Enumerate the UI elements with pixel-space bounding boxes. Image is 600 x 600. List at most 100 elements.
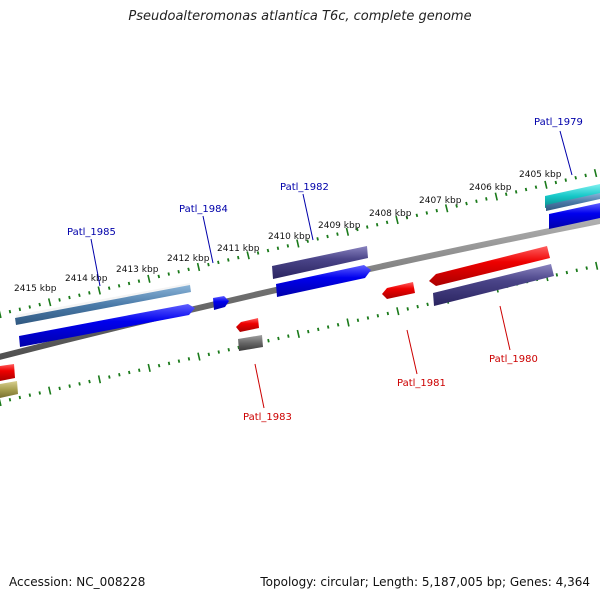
leader-line [90,238,101,287]
leader-line [202,215,214,264]
minor-tick [177,270,180,274]
gene-feature[interactable] [15,285,191,325]
minor-tick [465,201,468,206]
major-tick [246,251,250,260]
minor-tick [88,291,91,295]
minor-tick [217,260,220,265]
minor-tick [68,295,71,300]
gene-label-patl-1981[interactable]: Patl_1981 [397,378,446,389]
major-tick [97,375,102,384]
minor-tick [435,208,438,213]
tick-label: 2412 kbp [167,254,210,264]
leader-line [499,305,511,351]
minor-tick [137,279,141,283]
major-tick [346,318,350,327]
minor-tick [167,272,170,276]
minor-tick [455,204,458,208]
leader-line [302,193,314,241]
minor-tick [534,185,538,189]
minor-tick [306,239,309,243]
minor-tick [555,273,559,277]
gene-feature[interactable] [382,282,415,299]
upper-tick-ring [0,169,598,319]
leader-line [406,329,418,375]
minor-tick [356,318,360,322]
leader-line [254,363,265,409]
minor-tick [38,302,41,307]
gene-label-patl-1982[interactable]: Patl_1982 [280,182,329,193]
major-tick [0,398,2,407]
major-tick [345,227,350,236]
minor-tick [317,327,320,332]
gene-feature[interactable] [213,296,229,310]
minor-tick [267,338,270,343]
gene-feature[interactable] [238,335,263,351]
gene-feature[interactable] [549,203,600,229]
minor-tick [514,190,518,194]
gene-feature[interactable] [236,318,259,332]
minor-tick [237,255,240,260]
gene-feature[interactable] [0,364,15,381]
tick-label: 2410 kbp [268,232,311,242]
minor-tick [58,298,61,302]
minor-tick [405,215,409,220]
gene-feature[interactable] [545,184,600,208]
major-tick [48,386,52,395]
gene-feature[interactable] [19,304,195,347]
minor-tick [366,225,369,229]
tick-label: 2405 kbp [519,170,562,180]
minor-tick [574,175,577,180]
minor-tick [207,352,211,357]
minor-tick [416,304,419,309]
minor-tick [554,180,558,185]
minor-tick [18,307,22,312]
gene-feature[interactable] [0,381,18,398]
major-tick [444,204,449,213]
minor-tick [157,274,161,279]
tick-label: 2406 kbp [469,183,512,193]
minor-tick [217,350,220,354]
gene-label-patl-1984[interactable]: Patl_1984 [179,204,228,215]
gene-label-patl-1980[interactable]: Patl_1980 [489,354,538,365]
tick-label: 2411 kbp [217,244,260,254]
minor-tick [475,199,478,203]
major-tick [147,274,151,283]
tick-label: 2409 kbp [318,221,361,231]
minor-tick [8,398,12,402]
minor-tick [108,375,111,379]
major-tick [544,180,548,189]
minor-tick [366,316,370,320]
minor-tick [336,322,340,327]
minor-tick [336,232,339,236]
minor-tick [118,373,121,377]
major-tick [296,239,300,248]
minor-tick [128,370,131,375]
gene-feature[interactable] [429,246,550,286]
gene-label-leaders [90,130,573,409]
major-tick [595,261,599,270]
gene-feature[interactable] [433,264,554,306]
major-tick [0,310,2,319]
gene-feature[interactable] [276,265,371,297]
minor-tick [375,223,379,227]
minor-tick [117,284,121,288]
minor-tick [326,234,329,239]
gene-feature[interactable] [546,193,600,211]
gene-feature[interactable] [272,246,368,279]
minor-tick [524,187,528,192]
gene-label-patl-1979[interactable]: Patl_1979 [534,117,583,128]
gene-label-patl-1985[interactable]: Patl_1985 [67,227,116,238]
gene-label-patl-1983[interactable]: Patl_1983 [243,412,292,423]
leader-line [559,130,573,176]
minor-tick [266,248,270,253]
minor-tick [584,173,587,178]
tick-label: 2407 kbp [419,196,462,206]
minor-tick [406,307,409,311]
tick-label: 2414 kbp [65,274,108,284]
minor-tick [8,309,12,314]
minor-tick [256,251,260,255]
minor-tick [38,391,41,395]
minor-tick [565,270,569,275]
genome-summary-text: Topology: circular; Length: 5,187,005 bp… [260,575,590,589]
